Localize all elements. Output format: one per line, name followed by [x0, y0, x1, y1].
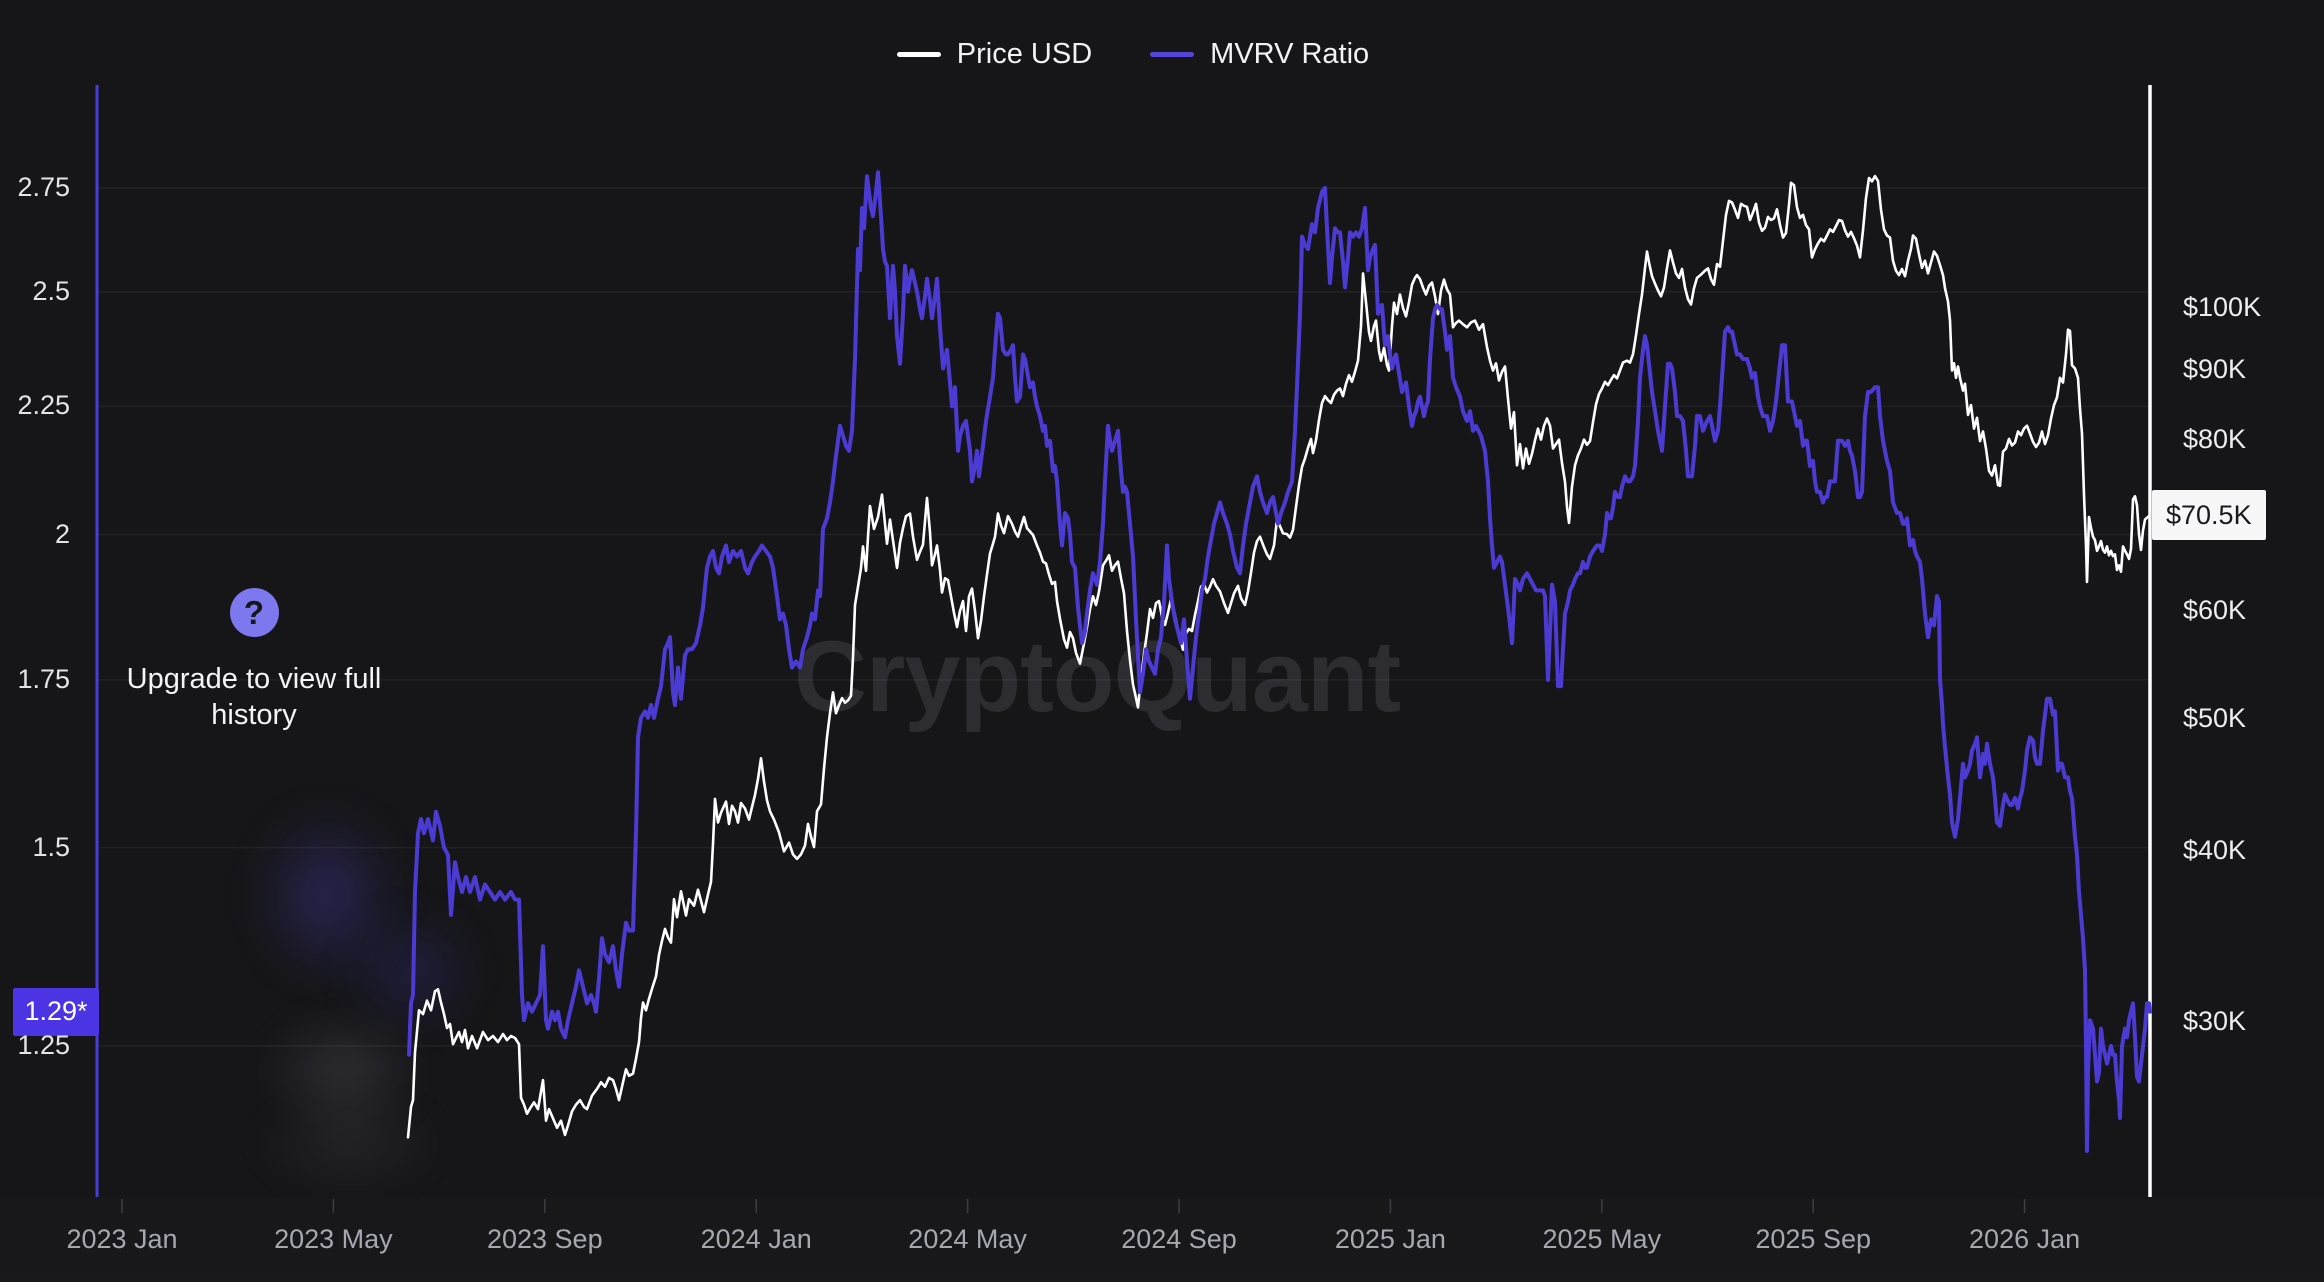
legend-label-price-usd: Price USD — [956, 38, 1093, 70]
mvrv-ratio-line-swatch-icon — [1150, 52, 1195, 57]
right-axis-tick-label: $40K — [2183, 835, 2247, 866]
question-mark-icon[interactable]: ? — [229, 588, 279, 637]
right-axis-tick-label: $100K — [2183, 292, 2262, 322]
legend-item-price-usd[interactable]: Price USD — [896, 38, 1093, 71]
series-line-mvrv-ratio — [407, 170, 2152, 1153]
x-axis-tick-label: 2024 Sep — [1121, 1224, 1237, 1254]
legend-label-mvrv-ratio: MVRV Ratio — [1210, 38, 1370, 70]
x-axis-tick-label: 2023 Sep — [486, 1224, 603, 1254]
left-axis-tick-label: 2.25 — [17, 390, 70, 421]
left-axis-tick-label: 1.5 — [32, 831, 70, 862]
x-axis-tick-label: 2024 Jan — [700, 1224, 812, 1254]
right-axis-tick-label: $60K — [2183, 594, 2247, 625]
left-axis-tick-label: 2 — [54, 518, 70, 549]
upgrade-notice-text: Upgrade to view full history — [126, 663, 382, 731]
left-axis-tick-label: 1.75 — [17, 663, 70, 694]
price-current-value-badge: $70.5K — [2152, 490, 2266, 541]
x-axis-tick-label: 2025 Jan — [1334, 1224, 1446, 1254]
x-axis-tick-label: 2023 May — [274, 1224, 393, 1254]
x-axis-tick-label: 2023 Jan — [66, 1224, 178, 1254]
left-axis-tick-label: 2.5 — [32, 275, 70, 306]
upgrade-notice[interactable]: ? Upgrade to view full history — [88, 588, 420, 733]
right-axis-tick-label: $30K — [2183, 1006, 2247, 1036]
right-axis-tick-label: $80K — [2183, 424, 2247, 455]
cryptoquant-watermark: CryptoQuant — [794, 621, 1401, 733]
x-axis-tick-label: 2025 Sep — [1755, 1224, 1871, 1254]
x-axis-tick-label: 2024 May — [908, 1224, 1027, 1254]
legend-item-mvrv-ratio[interactable]: MVRV Ratio — [1150, 38, 1369, 71]
x-axis-tick-label: 2026 Jan — [1969, 1224, 2081, 1254]
chart-legend: Price USD MVRV Ratio — [0, 38, 2266, 71]
left-axis-tick-label: 1.25 — [17, 1030, 70, 1060]
right-axis-tick-label: $50K — [2183, 703, 2247, 734]
right-axis-tick-label: $90K — [2183, 354, 2247, 385]
mvrv-current-value-badge: 1.29* — [13, 987, 99, 1036]
x-axis-tick-label: 2025 May — [1542, 1224, 1662, 1254]
price-usd-line-swatch-icon — [896, 52, 941, 57]
series-line-price-usd — [406, 174, 2152, 1139]
left-axis-tick-label: 2.75 — [17, 172, 70, 202]
